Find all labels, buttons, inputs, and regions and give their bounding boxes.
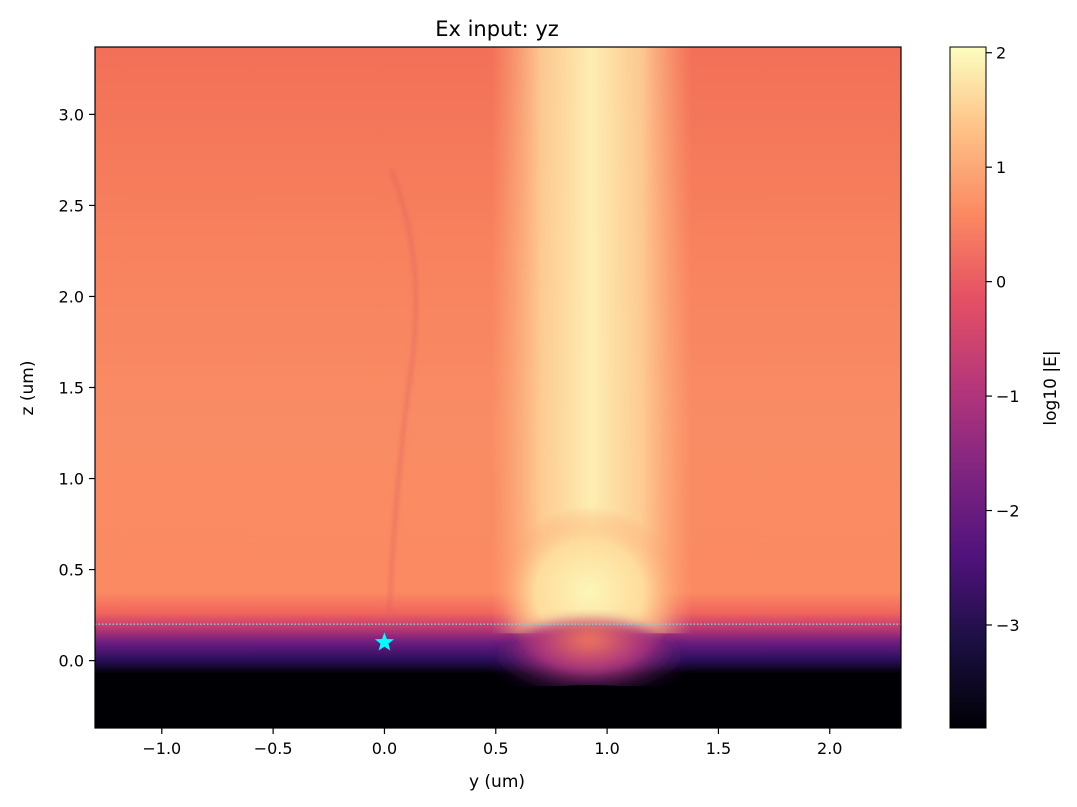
x-tick-label: 0.5 [483,739,508,758]
colorbar-tick-label: 1 [996,158,1006,177]
colorbar-tick-label: −2 [996,502,1020,521]
y-axis-ticks: 0.0 0.5 1.0 1.5 2.0 2.5 3.0 [59,105,95,671]
y-tick-label: 2.0 [59,287,84,306]
x-tick-label: −1.0 [142,739,181,758]
y-tick-label: 1.5 [59,379,84,398]
y-tick-label: 3.0 [59,105,84,124]
y-tick-label: 2.5 [59,196,84,215]
colorbar: −3 −2 −1 0 1 2 log10 |E| [949,44,1061,729]
heatmap [95,47,901,728]
colorbar-tick-label: 2 [996,44,1006,63]
x-tick-label: 1.5 [706,739,731,758]
chart-title: Ex input: yz [435,17,559,41]
source-star-marker [374,632,394,651]
x-axis-label: y (um) [469,772,525,792]
x-tick-label: 2.0 [817,739,842,758]
y-tick-label: 1.0 [59,470,84,489]
field-features [95,47,901,728]
colorbar-tick-label: −1 [996,387,1020,406]
x-tick-label: 0.0 [372,739,397,758]
y-tick-label: 0.5 [59,561,84,580]
colorbar-ticks: −3 −2 −1 0 1 2 [986,44,1020,635]
substrate-dark [95,686,901,728]
x-tick-label: −0.5 [254,739,293,758]
colorbar-gradient [949,46,987,729]
x-axis-ticks: −1.0 −0.5 0.0 0.5 1.0 1.5 2.0 [142,728,842,758]
node-line [387,168,418,621]
well-floor [519,685,660,710]
x-tick-label: 1.0 [594,739,619,758]
colorbar-tick-label: −3 [996,616,1020,635]
y-tick-label: 0.0 [59,652,84,671]
y-axis-label: z (um) [18,361,38,416]
colorbar-label: log10 |E| [1041,350,1061,425]
colorbar-tick-label: 0 [996,273,1006,292]
